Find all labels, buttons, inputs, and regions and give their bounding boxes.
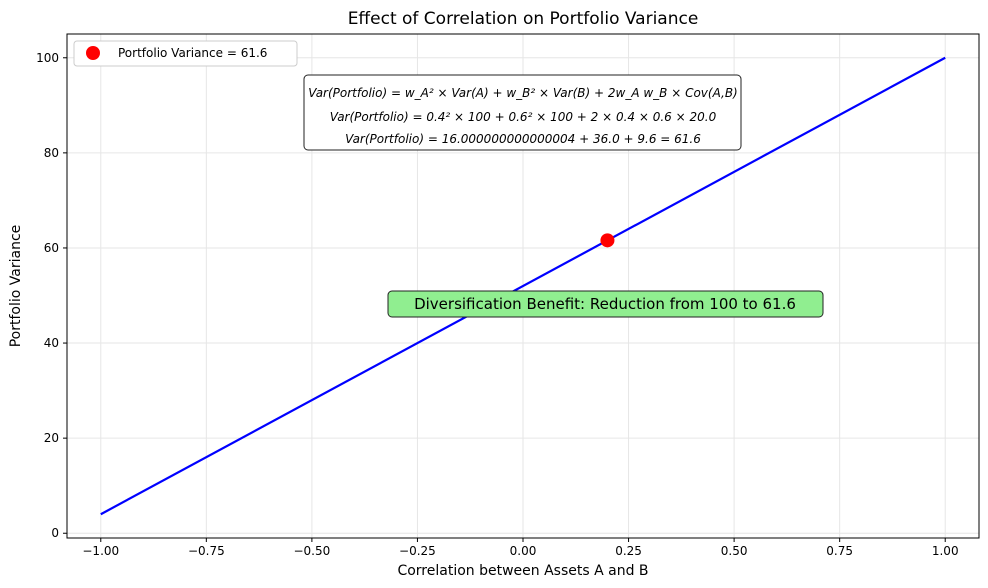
legend: Portfolio Variance = 61.6 (73, 40, 298, 67)
y-axis-label: Portfolio Variance (8, 225, 24, 348)
formula-line-1: Var(Portfolio) = w_A² × Var(A) + w_B² × … (308, 86, 738, 100)
benefit-box (387, 290, 824, 318)
x-tick-label: 0.25 (615, 544, 642, 558)
x-axis: −1.00 −0.75 −0.50 −0.25 0.00 0.25 0.50 0.75 1.00 (82, 538, 959, 558)
formula-box (303, 74, 742, 151)
x-axis-label: Correlation between Assets A and B (397, 563, 648, 579)
y-tick-label: 20 (44, 431, 59, 445)
x-tick-label: 1.00 (932, 544, 959, 558)
chart-title: Effect of Correlation on Portfolio Varia… (348, 9, 699, 29)
y-tick-label: 100 (36, 51, 59, 65)
y-axis: 0 20 40 60 80 100 (36, 51, 67, 540)
x-tick-label: −0.50 (293, 544, 330, 558)
legend-marker (86, 46, 100, 60)
formula-line-2: Var(Portfolio) = 0.4² × 100 + 0.6² × 100… (330, 110, 717, 124)
portfolio-point (600, 233, 615, 248)
benefit-text: Diversification Benefit: Reduction from … (414, 295, 796, 313)
y-tick-label: 60 (44, 241, 59, 255)
formula-annotation: Var(Portfolio) = w_A² × Var(A) + w_B² × … (303, 74, 742, 151)
series-layer (100, 56, 946, 516)
y-tick-label: 40 (44, 336, 59, 350)
x-tick-label: 0.50 (721, 544, 748, 558)
y-tick-label: 80 (44, 146, 59, 160)
legend-box (73, 40, 298, 67)
benefit-annotation: Diversification Benefit: Reduction from … (387, 290, 824, 318)
variance-line (100, 56, 946, 516)
formula-line-3: Var(Portfolio) = 16.000000000000004 + 36… (345, 132, 701, 146)
y-tick-label: 0 (51, 526, 59, 540)
x-tick-label: 0.75 (826, 544, 853, 558)
x-tick-label: −0.75 (188, 544, 225, 558)
legend-entry: Portfolio Variance = 61.6 (118, 46, 267, 60)
x-tick-label: −1.00 (82, 544, 119, 558)
x-tick-label: 0.00 (510, 544, 537, 558)
x-tick-label: −0.25 (399, 544, 436, 558)
